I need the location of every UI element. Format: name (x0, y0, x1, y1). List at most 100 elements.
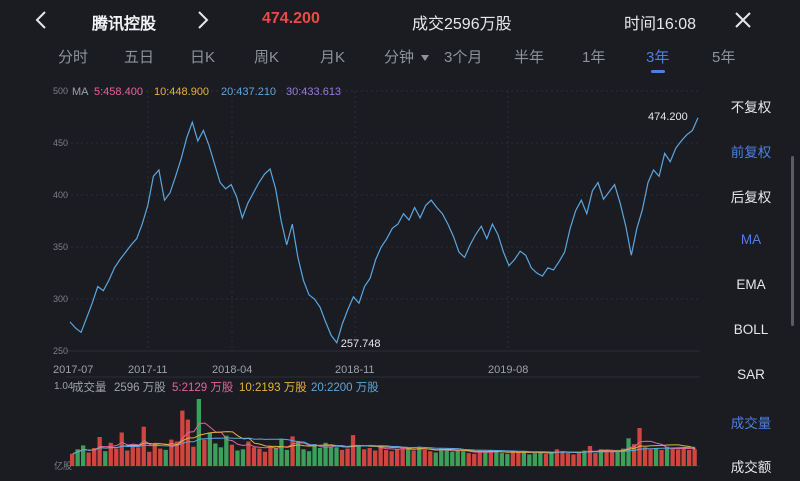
tab-minute-label: 分钟 (384, 49, 415, 66)
volume-bar (676, 449, 681, 467)
volume-bar (114, 448, 119, 466)
volume-bar (461, 451, 466, 466)
tab-daily-k[interactable]: 日K (190, 49, 216, 66)
volume-bar (268, 446, 273, 466)
volume-bar (543, 453, 549, 466)
y-tick-350: 350 (53, 242, 68, 252)
volume-bar (202, 439, 207, 466)
ma30-value: 30:433.613 (286, 86, 341, 98)
volume-bar (582, 450, 587, 466)
volume-bar (323, 442, 328, 466)
menu-sar[interactable]: SAR (737, 367, 765, 382)
volume-bar (505, 453, 510, 466)
volume-legend-value: 2596 万股 (114, 381, 166, 394)
volume-bar (631, 444, 637, 466)
tab-five-year[interactable]: 5年 (712, 49, 736, 66)
volume-bar (92, 448, 97, 466)
volume-bar (411, 450, 416, 466)
volume-bar (576, 451, 582, 466)
volume-bar (455, 450, 460, 466)
volume-bar (510, 450, 515, 466)
volume-bar (477, 451, 482, 466)
volume-bar (229, 444, 235, 466)
tab-three-month[interactable]: 3个月 (444, 49, 483, 66)
volume-ma-line-20 (72, 437, 696, 455)
tab-intraday[interactable]: 分时 (58, 49, 89, 66)
tab-weekly-k[interactable]: 周K (254, 49, 280, 66)
volume-bar (620, 448, 626, 466)
x-tick-2017-07: 2017-07 (53, 364, 93, 376)
volume-bar (642, 447, 648, 466)
volume-bar (653, 448, 659, 466)
menu-backward-adjust[interactable]: 后复权 (730, 190, 772, 205)
volume-bar (626, 438, 631, 466)
volume-bar (279, 438, 284, 466)
tab-minute[interactable]: 分钟 (384, 46, 430, 67)
indicator-menu: 不复权 前复权 后复权 MA EMA BOLL SAR 成交量 成交额 (704, 80, 800, 480)
volume-bar (681, 448, 686, 466)
volume-bar (356, 446, 361, 466)
volume-bar (108, 442, 113, 466)
chart-grid (66, 90, 700, 467)
volume-bar (648, 449, 653, 467)
menu-boll[interactable]: BOLL (733, 322, 769, 337)
y-tick-500: 500 (53, 86, 68, 96)
menu-scrollbar[interactable] (791, 156, 794, 326)
volume-bar (362, 449, 367, 467)
tab-half-year[interactable]: 半年 (514, 49, 545, 66)
volume-bar (345, 448, 350, 466)
volume-bar (284, 449, 290, 466)
volume-legend-label: 成交量 (72, 380, 107, 394)
volume-bar (428, 451, 433, 466)
volume-bar (406, 448, 411, 466)
volume-bar (417, 446, 422, 466)
volume-bar (549, 452, 554, 466)
volume-ma-line-5 (72, 422, 696, 455)
volume-bar (130, 446, 135, 466)
time-display: 时间16:08 (624, 16, 697, 33)
volume-bar (262, 451, 268, 466)
volume-bar (587, 446, 593, 466)
volume-bar (185, 419, 190, 466)
menu-ema[interactable]: EMA (736, 277, 766, 292)
menu-volume[interactable]: 成交量 (730, 416, 772, 431)
tab-one-year[interactable]: 1年 (582, 49, 606, 66)
volume-bar (334, 447, 339, 466)
menu-ma[interactable]: MA (740, 232, 762, 247)
volume-bar (538, 451, 543, 466)
tab-five-day[interactable]: 五日 (124, 49, 155, 66)
vol-ma10-value: 10:2193 万股 (239, 381, 307, 394)
volume-bar (384, 449, 389, 466)
volume-bar (554, 449, 560, 467)
menu-forward-adjust[interactable]: 前复权 (730, 145, 772, 160)
volume-bar (439, 448, 444, 466)
price-chart[interactable]: 500 450 400 350 300 250 2017-07 2017-11 2018-04… (0, 81, 705, 481)
volume-bar (290, 436, 295, 466)
volume-bar (273, 448, 279, 466)
close-icon[interactable] (730, 6, 756, 34)
back-arrow-icon[interactable] (28, 6, 54, 34)
ma10-value: 10:448.900 (154, 86, 209, 98)
volume-bar (373, 450, 378, 466)
volume-bar (521, 451, 526, 466)
volume-bar (659, 449, 664, 466)
tab-three-year[interactable]: 3年 (646, 49, 670, 66)
volume-bar (466, 453, 471, 466)
tab-monthly-k[interactable]: 月K (320, 49, 346, 66)
next-stock-icon[interactable] (190, 6, 216, 34)
volume-bar (389, 451, 394, 466)
volume-bar (97, 437, 102, 466)
menu-turnover[interactable]: 成交额 (730, 460, 772, 475)
dropdown-triangle-icon (421, 55, 430, 62)
volume-bar (598, 449, 604, 467)
volume-bar (527, 454, 532, 466)
menu-no-adjust[interactable]: 不复权 (730, 100, 772, 115)
volume-bar (350, 435, 356, 466)
volume-bar (339, 449, 345, 466)
volume-bar (494, 451, 499, 466)
volume-bar (565, 453, 571, 466)
ma-legend: MA 5:458.400 10:448.900 20:437.210 30:43… (72, 86, 341, 98)
volume-bar (450, 451, 455, 466)
volume-bar (207, 432, 212, 466)
current-price: 474.200 (262, 10, 320, 27)
